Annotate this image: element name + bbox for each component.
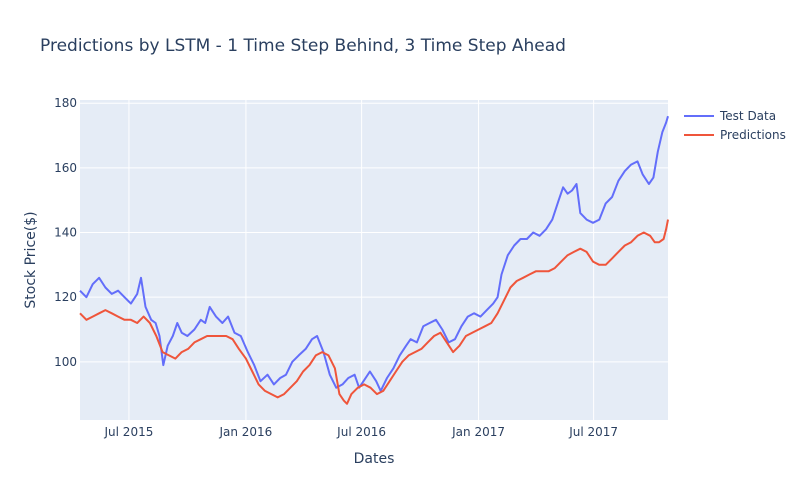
x-tick-label: Jul 2016 bbox=[336, 425, 386, 439]
series-layer bbox=[79, 115, 669, 405]
y-tick-label: 180 bbox=[54, 96, 77, 110]
legend-item[interactable]: Predictions bbox=[684, 128, 786, 142]
x-tick-label: Jan 2016 bbox=[218, 425, 272, 439]
legend-label: Predictions bbox=[720, 128, 786, 142]
x-axis-ticks: Jul 2015 Jan 2016 Jul 2016 Jan 2017 Jul 2017 bbox=[104, 425, 619, 439]
plot-area bbox=[80, 100, 668, 420]
x-tick-label: Jul 2015 bbox=[104, 425, 154, 439]
x-tick-label: Jul 2017 bbox=[568, 425, 618, 439]
x-tick-label: Jan 2017 bbox=[451, 425, 505, 439]
series-line-test-data bbox=[79, 115, 669, 392]
series-line-predictions bbox=[79, 219, 669, 405]
y-tick-label: 160 bbox=[54, 161, 77, 175]
y-tick-label: 140 bbox=[54, 226, 77, 240]
chart-title: Predictions by LSTM - 1 Time Step Behind… bbox=[40, 36, 566, 56]
y-tick-label: 100 bbox=[54, 355, 77, 369]
legend-item[interactable]: Test Data bbox=[684, 109, 776, 123]
x-axis-title: Dates bbox=[354, 451, 395, 467]
gridlines bbox=[80, 100, 668, 420]
y-axis-title: Stock Price($) bbox=[23, 211, 39, 308]
legend-label: Test Data bbox=[719, 109, 776, 123]
y-axis-ticks: 100 120 140 160 180 bbox=[54, 96, 77, 369]
legend[interactable]: Test Data Predictions bbox=[684, 109, 786, 142]
y-tick-label: 120 bbox=[54, 290, 77, 304]
